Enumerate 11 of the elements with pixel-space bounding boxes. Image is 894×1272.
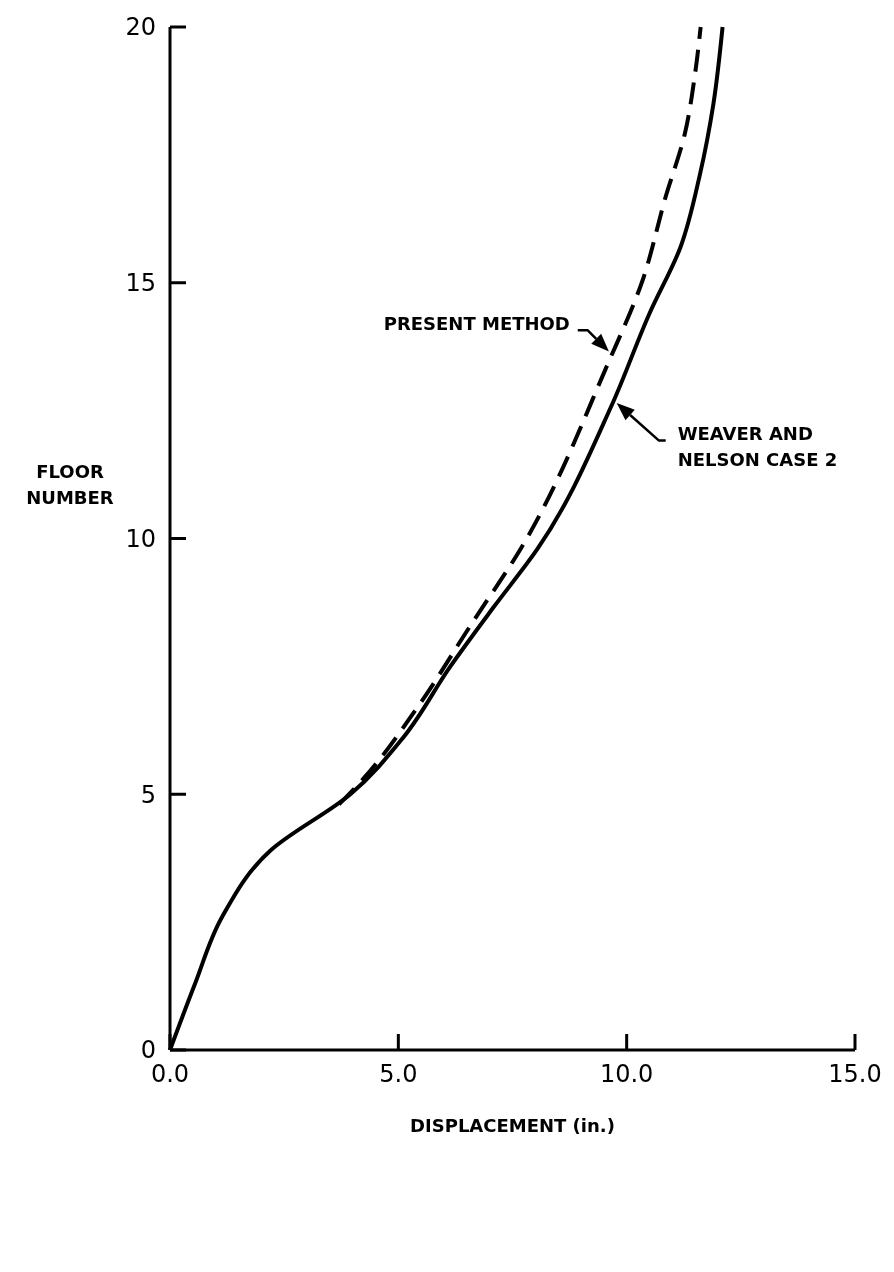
x-tick-label: 10.0 xyxy=(599,1060,654,1088)
x-tick-label: 15.0 xyxy=(828,1060,882,1088)
y-axis-title: FLOOR NUMBER xyxy=(26,461,114,508)
y-tick-label: 20 xyxy=(125,13,156,42)
y-tick-label: 10 xyxy=(125,524,156,553)
y-tick-label: 15 xyxy=(125,269,156,298)
y-tick-label: 5 xyxy=(140,780,156,809)
text: PRESENT METHOD xyxy=(383,313,570,335)
x-tick-label: 5.0 xyxy=(379,1060,418,1088)
legend-label: WEAVER AND NELSON CASE 2 xyxy=(677,423,838,471)
x-axis-title: DISPLACEMENT (in.) xyxy=(410,1115,615,1136)
